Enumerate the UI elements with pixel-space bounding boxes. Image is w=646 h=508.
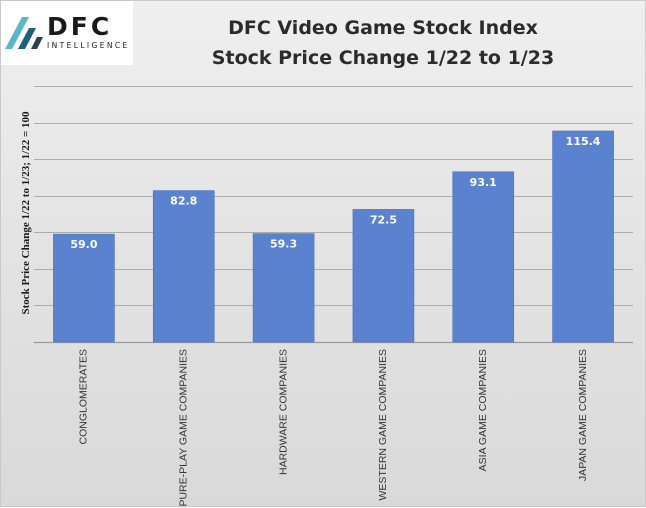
bar-0 bbox=[53, 233, 115, 343]
chart-subtitle: Stock Price Change 1/22 to 1/23 bbox=[211, 47, 555, 69]
logo-mark-shape-light bbox=[5, 17, 29, 49]
logo-subtitle: INTELLIGENCE bbox=[47, 41, 130, 50]
category-labels: CONGLOMERATES PURE-PLAY GAME COMPANIES HAR… bbox=[78, 349, 589, 507]
chart-title: DFC Video Game Stock Index bbox=[228, 17, 538, 39]
category-label-2: HARDWARE COMPANIES bbox=[277, 349, 289, 475]
logo-wordmark: DFC bbox=[47, 12, 113, 41]
data-labels: 59.0 82.8 59.3 72.5 93.1 115.4 bbox=[70, 135, 600, 251]
category-label-5: JAPAN GAME COMPANIES bbox=[577, 349, 589, 481]
bar-3 bbox=[352, 209, 415, 343]
logo-mark-shape-navy bbox=[31, 37, 43, 49]
category-label-4: ASIA GAME COMPANIES bbox=[477, 349, 489, 471]
dfc-logo: DFC INTELLIGENCE bbox=[1, 1, 133, 65]
category-label-0: CONGLOMERATES bbox=[78, 349, 90, 444]
logo-mark-shape-dark bbox=[18, 28, 36, 49]
bar-1 bbox=[152, 190, 215, 343]
bars bbox=[53, 130, 614, 343]
category-label-3: WESTERN GAME COMPANIES bbox=[377, 349, 389, 501]
data-label-2: 59.3 bbox=[270, 238, 297, 251]
bar-4 bbox=[452, 171, 515, 343]
category-label-1: PURE-PLAY GAME COMPANIES bbox=[178, 349, 190, 507]
data-label-0: 59.0 bbox=[70, 238, 97, 251]
data-label-4: 93.1 bbox=[470, 176, 497, 189]
gridlines bbox=[34, 86, 633, 344]
data-label-5: 115.4 bbox=[566, 135, 601, 148]
data-label-3: 72.5 bbox=[370, 213, 397, 226]
data-label-1: 82.8 bbox=[170, 195, 197, 208]
bar-2 bbox=[252, 233, 315, 343]
bar-5 bbox=[552, 130, 614, 343]
logo-mark-icon bbox=[5, 17, 43, 49]
